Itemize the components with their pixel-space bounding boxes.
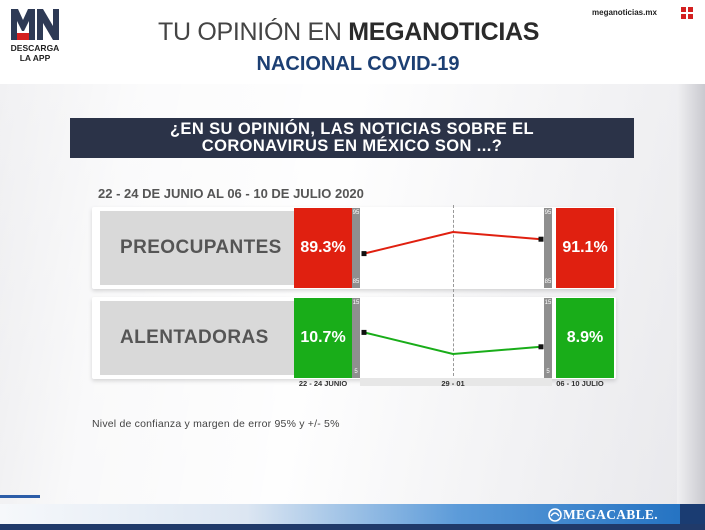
question-line1: ¿EN SU OPINIÓN, LAS NOTICIAS SOBRE EL [169, 120, 535, 138]
footer-strip [0, 524, 705, 530]
scale-left-preocupantes: 95 85 [352, 208, 360, 288]
scale-top-label: 15 [352, 300, 360, 306]
start-value-alentadoras: 10.7% [294, 298, 352, 378]
scale-right-alentadoras: 15 5 [544, 298, 552, 378]
scale-top-label: 95 [352, 210, 360, 216]
confidence-note: Nivel de confianza y margen de error 95%… [92, 418, 340, 430]
megacable-brand[interactable]: MEGACABLE. [563, 507, 658, 522]
scale-top-label: 15 [544, 300, 552, 306]
end-value-alentadoras: 8.9% [556, 298, 614, 378]
website-link[interactable]: meganoticias.mx [592, 8, 657, 17]
scale-bottom-label: 85 [352, 279, 360, 285]
scale-bottom-label: 5 [354, 369, 358, 375]
end-value-preocupantes: 91.1% [556, 208, 614, 288]
background-edge [677, 84, 705, 504]
grid-icon [681, 7, 693, 19]
x-tick-label: 06 - 10 JULIO [556, 379, 604, 388]
logo-caption: DESCARGA LA APP [9, 43, 61, 63]
x-axis-bar [360, 378, 552, 386]
survey-period: 22 - 24 DE JUNIO AL 06 - 10 DE JULIO 202… [98, 186, 364, 201]
scale-bottom-label: 5 [546, 369, 550, 375]
scale-bottom-label: 85 [544, 279, 552, 285]
question-line2: CORONAVIRUS EN MÉXICO SON ...? [201, 137, 503, 155]
scale-top-label: 95 [544, 210, 552, 216]
scale-right-preocupantes: 95 85 [544, 208, 552, 288]
footer-corner [680, 504, 705, 524]
label-box: PREOCUPANTES [100, 211, 294, 285]
midpoint-gridline [453, 205, 454, 376]
x-tick-label: 29 - 01 [441, 379, 465, 388]
page-subtitle: NACIONAL COVID-19 [256, 53, 460, 75]
series-label: ALENTADORAS [120, 327, 269, 348]
title-part1: TU OPINIÓN EN [158, 18, 349, 46]
scale-left-alentadoras: 15 5 [352, 298, 360, 378]
logo-caption-line1: DESCARGA [10, 43, 60, 53]
x-tick-label: 22 - 24 JUNIO [298, 379, 348, 388]
series-label: PREOCUPANTES [120, 237, 282, 258]
megacable-logo-icon [548, 508, 562, 522]
title-part2: MEGANOTICIAS [348, 18, 540, 46]
label-box: ALENTADORAS [100, 301, 294, 375]
mn-logo-icon [9, 6, 61, 42]
start-value-preocupantes: 89.3% [294, 208, 352, 288]
page-title: TU OPINIÓN EN MEGANOTICIAS [158, 18, 578, 48]
accent-bar [0, 495, 40, 498]
question-banner: ¿EN SU OPINIÓN, LAS NOTICIAS SOBRE EL CO… [70, 118, 634, 158]
logo-caption-line2: LA APP [19, 53, 51, 63]
